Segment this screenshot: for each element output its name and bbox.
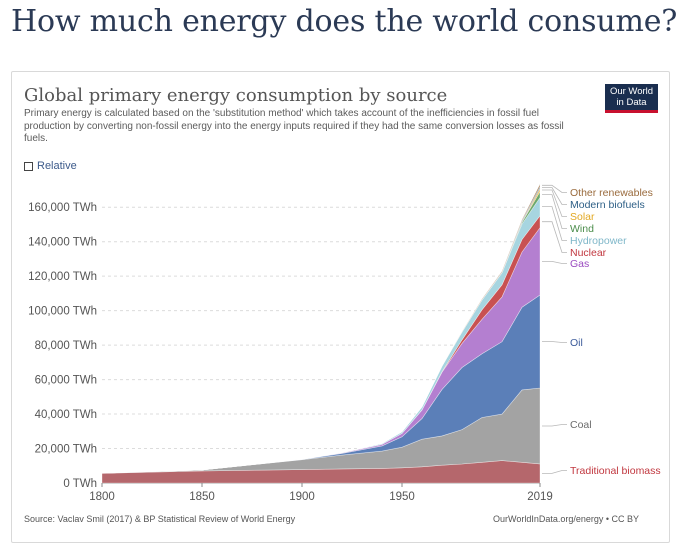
energy-area-chart: 0 TWh 20,000 TWh 40,000 TWh 60,000 TWh 80,00… — [28, 183, 661, 503]
logo-line-1: Our World — [609, 86, 654, 97]
legend-leader-hydropower — [542, 206, 567, 241]
legend-label-solar: Solar — [570, 211, 595, 223]
legend-leader-traditional-biomass — [542, 470, 567, 474]
y-tick-label: 40,000 TWh — [35, 409, 97, 421]
legend-leader-wind — [542, 194, 567, 229]
x-tick-label: 1850 — [189, 491, 215, 503]
chart-title: Global primary energy consumption by sou… — [24, 85, 448, 106]
x-tick-label: 1800 — [89, 491, 115, 503]
x-tick-label: 1900 — [289, 491, 315, 503]
legend-leader-modern-biofuels — [542, 187, 567, 205]
x-axis-ticks: 1800 1850 1900 1950 2019 — [89, 483, 553, 503]
series-legend: Traditional biomass Coal Oil GasNuclearHydr… — [542, 184, 661, 477]
area-series — [101, 183, 541, 484]
source-note: Source: Vaclav Smil (2017) & BP Statisti… — [24, 514, 296, 524]
chart-subtitle: Primary energy is calculated based on th… — [24, 108, 564, 144]
legend-label-oil: Oil — [570, 337, 583, 349]
area-other-renewables — [101, 183, 541, 474]
y-tick-label: 160,000 TWh — [28, 202, 97, 214]
owid-logo[interactable]: Our World in Data — [605, 84, 658, 113]
legend-leader-other-renewables — [542, 184, 567, 193]
legend-leader-gas — [542, 261, 567, 264]
legend-label-hydropower: Hydropower — [570, 235, 627, 247]
credit-link[interactable]: OurWorldInData.org/energy • CC BY — [493, 514, 640, 524]
legend-label-coal: Coal — [570, 419, 592, 431]
x-tick-label: 2019 — [527, 491, 553, 503]
relative-label: Relative — [37, 160, 77, 172]
legend-leader-solar — [542, 189, 567, 217]
legend-label-nuclear: Nuclear — [570, 247, 607, 259]
legend-label-gas: Gas — [570, 258, 589, 270]
relative-checkbox[interactable] — [24, 161, 33, 171]
y-tick-label: 120,000 TWh — [28, 271, 97, 283]
y-tick-label: 100,000 TWh — [28, 306, 97, 318]
y-tick-label: 80,000 TWh — [35, 340, 97, 352]
page-title: How much energy does the world consume? — [11, 4, 678, 39]
y-tick-label: 0 TWh — [63, 478, 97, 490]
legend-label-other-renewables: Other renewables — [570, 187, 653, 199]
relative-toggle[interactable]: Relative — [24, 160, 77, 172]
legend-label-traditional-biomass: Traditional biomass — [570, 465, 661, 477]
y-tick-label: 20,000 TWh — [35, 444, 97, 456]
x-tick-label: 1950 — [389, 491, 415, 503]
legend-leader-oil — [542, 341, 567, 343]
legend-leader-coal — [542, 424, 567, 427]
y-tick-label: 60,000 TWh — [35, 375, 97, 387]
legend-label-wind: Wind — [570, 223, 594, 235]
legend-leader-nuclear — [542, 221, 567, 253]
y-axis-ticks: 0 TWh 20,000 TWh 40,000 TWh 60,000 TWh 80,00… — [28, 202, 97, 490]
legend-label-modern-biofuels: Modern biofuels — [570, 199, 645, 211]
y-tick-label: 140,000 TWh — [28, 237, 97, 249]
logo-line-2: in Data — [616, 97, 647, 108]
